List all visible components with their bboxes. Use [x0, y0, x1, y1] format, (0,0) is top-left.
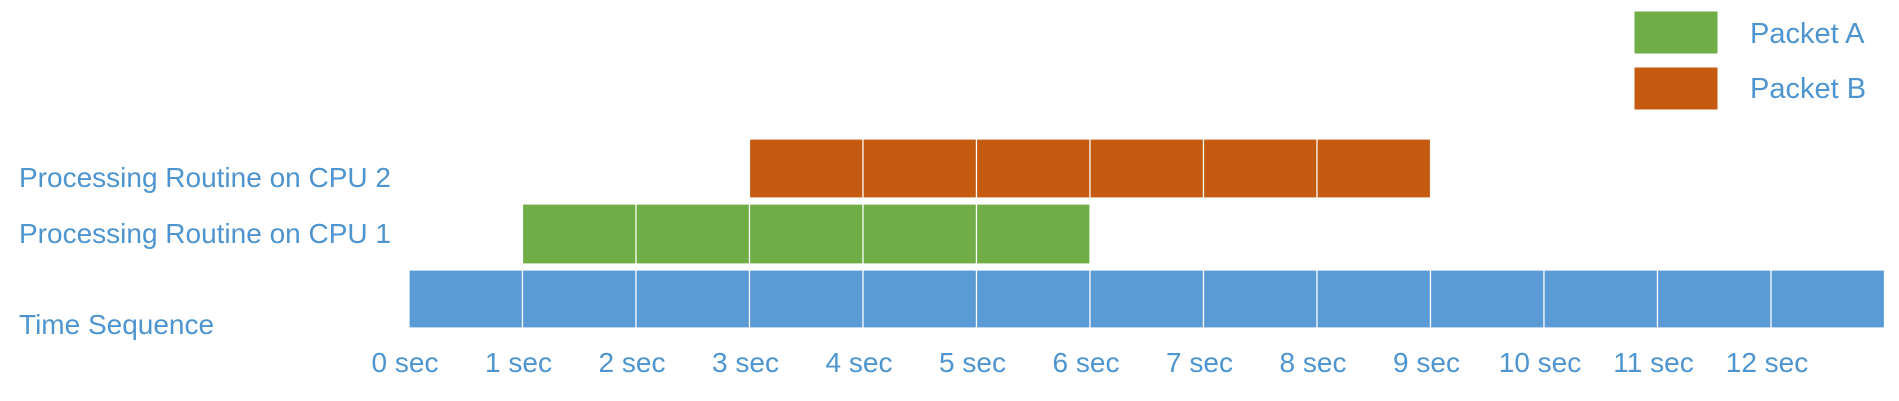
packet-b-cell: [862, 138, 978, 199]
tick-label: 4 sec: [826, 347, 893, 378]
tick-label: 12 sec: [1726, 347, 1809, 378]
row-label-cpu1: Processing Routine on CPU 1: [19, 218, 391, 249]
tick-label: 10 sec: [1499, 347, 1582, 378]
packet-a-cell: [975, 203, 1091, 265]
time-cell: [635, 269, 751, 329]
legend: Packet A Packet B: [1633, 10, 1866, 111]
tick-label: 8 sec: [1280, 347, 1347, 378]
tick-label: 7 sec: [1166, 347, 1233, 378]
packet-a-cell: [521, 203, 637, 265]
tick-label: 9 sec: [1393, 347, 1460, 378]
tick-label: 11 sec: [1613, 347, 1693, 378]
tick-label: 2 sec: [599, 347, 666, 378]
cpu1-routine-row: [521, 203, 1091, 265]
legend-swatch-packet-b: [1633, 66, 1719, 111]
tick-label: 1 sec: [485, 347, 552, 378]
row-label-cpu2: Processing Routine on CPU 2: [19, 162, 391, 193]
time-cell: [521, 269, 637, 329]
packet-a-cell: [635, 203, 751, 265]
packet-b-cell: [1202, 138, 1318, 199]
row-label-time-sequence: Time Sequence: [19, 309, 214, 340]
time-cell: [748, 269, 864, 329]
time-cell: [1429, 269, 1545, 329]
tick-label: 6 sec: [1053, 347, 1120, 378]
packet-b-cell: [1316, 138, 1432, 199]
time-cell: [1202, 269, 1318, 329]
legend-swatch-packet-a: [1633, 10, 1719, 55]
packet-b-cell: [1089, 138, 1205, 199]
time-cell: [408, 269, 524, 329]
packet-b-cell: [975, 138, 1091, 199]
time-cell: [1543, 269, 1659, 329]
packet-a-cell: [748, 203, 864, 265]
tick-label: 5 sec: [939, 347, 1006, 378]
packet-a-cell: [862, 203, 978, 265]
time-sequence-row: [408, 269, 1886, 329]
packet-b-cell: [748, 138, 864, 199]
time-cell: [862, 269, 978, 329]
time-cell: [1316, 269, 1432, 329]
time-cell: [1089, 269, 1205, 329]
cpu2-routine-row: [748, 138, 1432, 199]
legend-label-packet-b: Packet B: [1750, 73, 1866, 105]
time-cell: [1770, 269, 1886, 329]
time-axis-ticks: 0 sec 1 sec 2 sec 3 sec 4 sec 5 sec 6 sec 7 sec…: [372, 347, 1809, 378]
time-cell: [1656, 269, 1772, 329]
tick-label: 0 sec: [372, 347, 439, 378]
tick-label: 3 sec: [712, 347, 779, 378]
legend-label-packet-a: Packet A: [1750, 18, 1865, 50]
time-cell: [975, 269, 1091, 329]
